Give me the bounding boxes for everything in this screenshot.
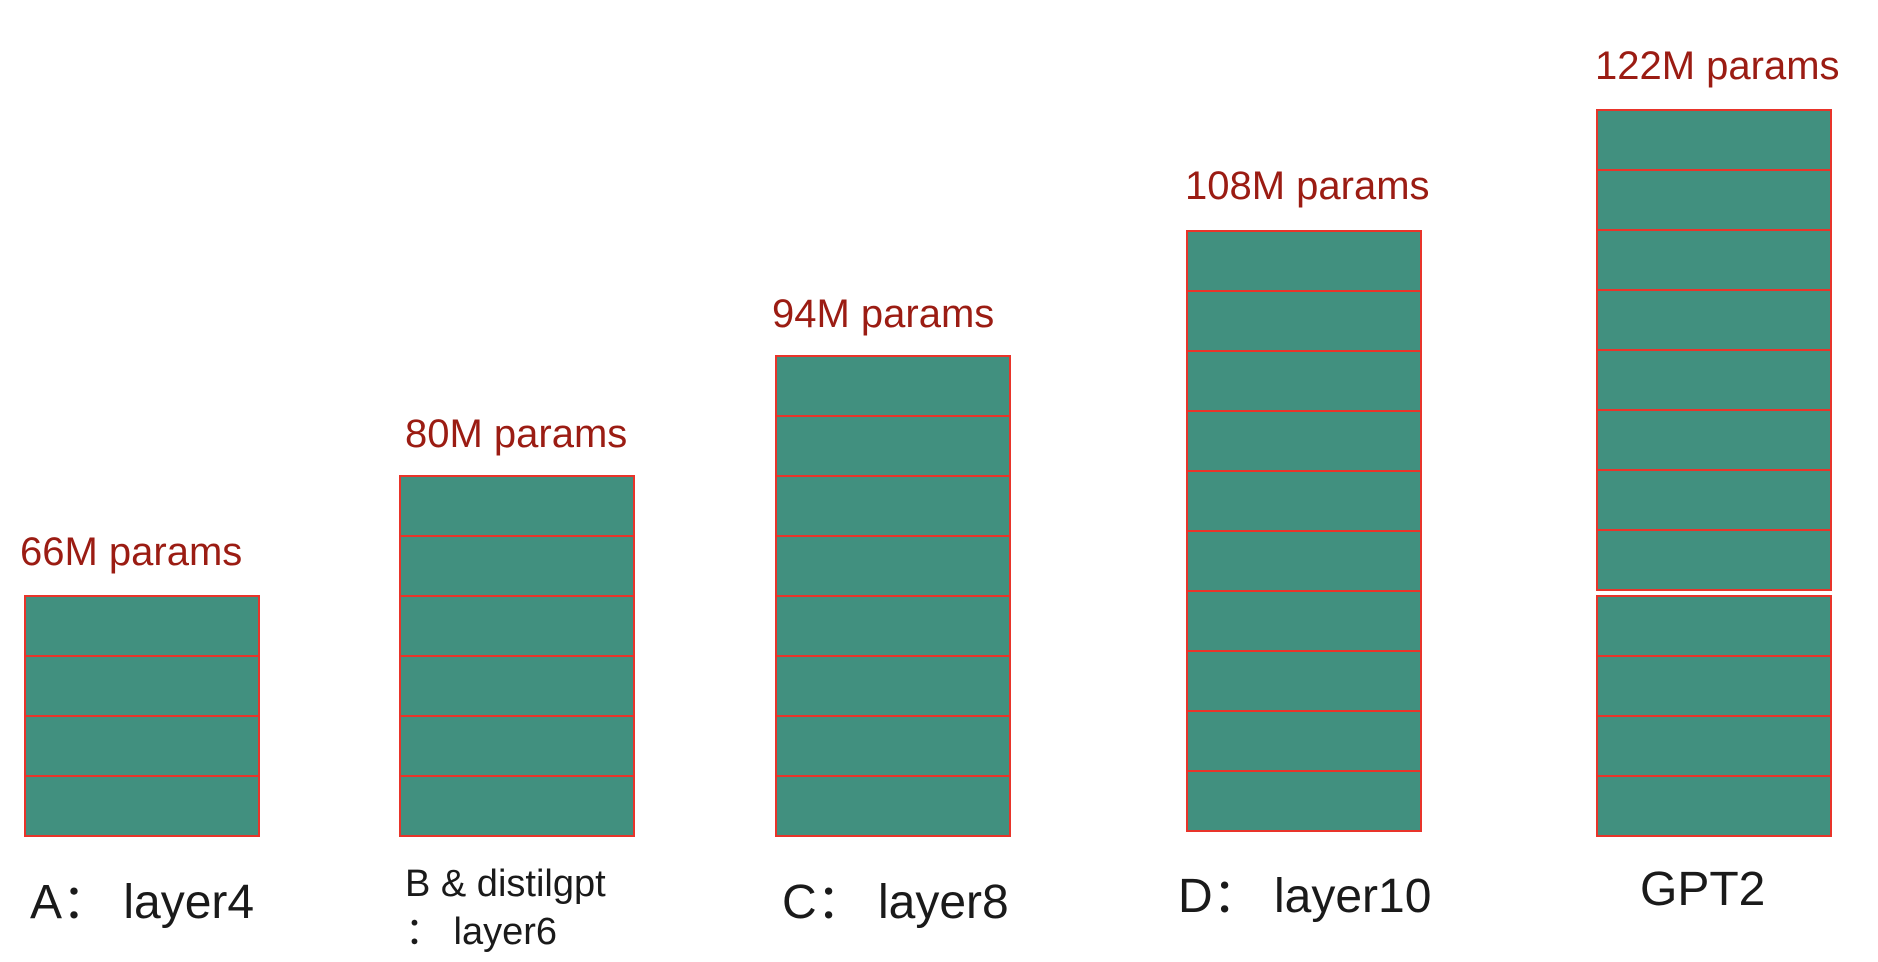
layer-block-c-2	[775, 715, 1011, 777]
stack-outline-gpt2-2	[1596, 109, 1832, 591]
stack-outline-a-1	[24, 595, 260, 837]
layer-block-d-3	[1186, 650, 1422, 712]
stack-c	[775, 355, 1011, 837]
layer-block-c-3	[775, 655, 1011, 717]
layer-block-gpt2-2	[1596, 715, 1832, 777]
layer-block-gpt2-8	[1596, 349, 1832, 411]
layer-block-a-1	[24, 775, 260, 837]
name-label-b-line2: ： layer6	[405, 911, 558, 953]
layer-block-a-4	[24, 595, 260, 657]
param-label-d: 108M params	[1185, 164, 1430, 208]
param-label-b: 80M params	[405, 412, 628, 456]
name-label-d: D： layer10	[1178, 870, 1432, 923]
name-label-b-line1: B & distilgpt	[405, 863, 606, 905]
layer-block-b-6	[399, 475, 635, 537]
layer-block-c-8	[775, 355, 1011, 417]
layer-block-c-6	[775, 475, 1011, 537]
layer-block-c-5	[775, 535, 1011, 597]
stack-b	[399, 475, 635, 837]
name-label-gpt2: GPT2	[1640, 863, 1766, 916]
layer-block-d-6	[1186, 470, 1422, 532]
layer-block-c-7	[775, 415, 1011, 477]
layer-block-d-5	[1186, 530, 1422, 592]
layer-block-gpt2-5	[1596, 529, 1832, 591]
layer-block-d-10	[1186, 230, 1422, 292]
layer-block-gpt2-6	[1596, 469, 1832, 531]
layer-block-gpt2-4	[1596, 595, 1832, 657]
stack-outline-d-1	[1186, 230, 1422, 832]
layer-block-b-3	[399, 655, 635, 717]
stack-a	[24, 595, 260, 837]
layer-block-c-4	[775, 595, 1011, 657]
name-label-a: A： layer4	[30, 876, 255, 929]
stack-gpt2	[1596, 109, 1832, 837]
layer-block-d-2	[1186, 710, 1422, 772]
layer-block-gpt2-9	[1596, 289, 1832, 351]
param-label-c: 94M params	[772, 292, 995, 336]
layer-block-d-9	[1186, 290, 1422, 352]
layer-block-gpt2-10	[1596, 229, 1832, 291]
stack-outline-gpt2-1	[1596, 595, 1832, 837]
layer-block-d-7	[1186, 410, 1422, 472]
layer-block-b-2	[399, 715, 635, 777]
layer-block-gpt2-11	[1596, 169, 1832, 231]
param-label-gpt2: 122M params	[1595, 44, 1840, 88]
layer-block-a-2	[24, 715, 260, 777]
layer-block-d-1	[1186, 770, 1422, 832]
layer-block-c-1	[775, 775, 1011, 837]
name-label-c: C： layer8	[782, 876, 1009, 929]
layer-block-b-5	[399, 535, 635, 597]
layer-block-gpt2-12	[1596, 109, 1832, 171]
param-label-a: 66M params	[20, 530, 243, 574]
layer-block-gpt2-1	[1596, 775, 1832, 837]
layer-block-d-4	[1186, 590, 1422, 652]
stack-d	[1186, 230, 1422, 832]
layer-block-a-3	[24, 655, 260, 717]
layer-block-b-1	[399, 775, 635, 837]
layer-block-b-4	[399, 595, 635, 657]
layer-block-gpt2-3	[1596, 655, 1832, 717]
layer-block-gpt2-7	[1596, 409, 1832, 471]
layer-block-d-8	[1186, 350, 1422, 412]
stack-outline-c-1	[775, 355, 1011, 837]
stack-outline-b-1	[399, 475, 635, 837]
